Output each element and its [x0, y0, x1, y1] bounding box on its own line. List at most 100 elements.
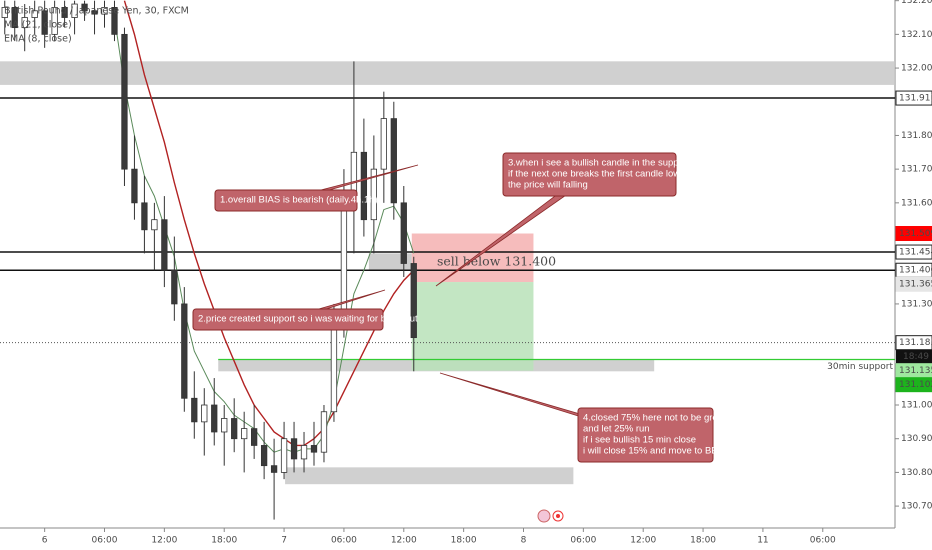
candle-body [201, 404, 208, 423]
price-badge [895, 90, 932, 106]
candle-body [21, 17, 28, 29]
candle-body [260, 445, 268, 467]
x-tick-label: 06:00 [92, 536, 118, 546]
candle-body [101, 7, 108, 15]
candle-body [231, 418, 238, 440]
x-tick-label: 18:00 [451, 536, 477, 546]
x-tick-label: 6 [42, 536, 48, 546]
candle-body [91, 10, 98, 15]
candle-body [61, 7, 68, 18]
price-badge-label: 131.400 [899, 266, 932, 276]
x-tick-label: 12:00 [630, 536, 656, 546]
price-badge-label: 131.365 [899, 280, 932, 290]
y-tick-label: 131.800 [901, 131, 932, 141]
x-tick-label: 12:00 [391, 536, 417, 546]
annotation-text: 1.overall BIAS is bearish (daily.4h.1h) [220, 195, 378, 206]
indicator-legend: MA (21, close) [4, 20, 72, 31]
event-icons [537, 509, 564, 523]
candle-body [320, 411, 328, 453]
annotation-box [502, 152, 677, 197]
price-badge [895, 377, 932, 393]
x-tick-label: 18:00 [211, 536, 237, 546]
countdown-label: 18:49 [903, 352, 929, 362]
y-tick-label: 130.700 [901, 502, 932, 512]
support-label: 30min support [827, 362, 893, 372]
plot-area: 30min support sell below 131.400 1.overall… [0, 0, 895, 520]
x-tick-label: 18:00 [690, 536, 716, 546]
candle-body [370, 168, 378, 221]
x-tick-label: 7 [281, 536, 287, 546]
price-badge [895, 226, 932, 242]
candle-body [241, 428, 248, 440]
price-badge-label: 131.509 [899, 229, 932, 239]
y-tick-label: 131.700 [901, 165, 932, 175]
indicator-legend: EMA (8, close) [4, 34, 72, 45]
x-tick-label: 06:00 [810, 536, 836, 546]
candle-body [81, 3, 88, 12]
candle-body [121, 33, 128, 170]
x-tick-label: 06:00 [331, 536, 357, 546]
candle-body [300, 445, 308, 460]
zone [285, 467, 574, 485]
zone [411, 233, 534, 283]
zone [411, 282, 534, 371]
annotation-box [214, 189, 358, 212]
price-badge [895, 276, 932, 292]
price-badge-label: 131.911 [899, 94, 932, 104]
annotation-text: and let 25% run [583, 424, 650, 435]
x-tick-label: 11 [757, 536, 768, 546]
candle-body [410, 263, 417, 339]
price-badge-label: 131.135 [899, 366, 932, 376]
indicator-line [123, 0, 415, 447]
candle-body [31, 10, 38, 18]
chart-title: British Pound / Japanese Yen, 30, FXCM [4, 6, 189, 17]
annotation-box [192, 308, 384, 331]
y-tick-label: 131.000 [901, 401, 932, 411]
price-badge-label: 131.185 [899, 338, 932, 348]
flag-icon [537, 509, 551, 523]
candle-body [71, 3, 78, 18]
annotation-text: 2.price created support so i was waiting… [198, 314, 418, 325]
y-tick-label: 131.600 [901, 198, 932, 208]
candle-body [51, 7, 58, 35]
zone [0, 61, 895, 85]
candle-body [251, 428, 258, 446]
annotation-box [577, 407, 714, 463]
candle-body [270, 465, 278, 473]
y-tick-label: 130.900 [901, 434, 932, 444]
candle-body [280, 438, 288, 473]
candle-body [400, 202, 407, 264]
annotation-text: 3.when i see a bullish candle in the sup… [508, 158, 690, 169]
y-tick-label: 131.300 [901, 299, 932, 309]
annotation-text: if i see bullish 15 min close [583, 435, 696, 446]
candle-body [211, 404, 218, 433]
annotation-text: if the next one breaks the first candle … [508, 169, 702, 180]
candle-body [290, 438, 298, 460]
y-tick-label: 132.200 [901, 0, 932, 6]
sell-label: sell below 131.400 [437, 254, 556, 269]
price-badge [895, 244, 932, 260]
candle-body [1, 7, 8, 18]
candle-body [360, 151, 368, 221]
x-tick-label: 8 [521, 536, 527, 546]
y-tick-label: 130.800 [901, 468, 932, 478]
candle-body [151, 219, 158, 231]
candle-body [111, 7, 118, 35]
candle-body [141, 202, 148, 231]
countdown-badge [896, 349, 932, 364]
candle-body [310, 445, 318, 453]
candle-body [380, 118, 387, 170]
price-badge-label: 131.102 [899, 380, 932, 390]
y-tick-label: 132.000 [901, 64, 932, 74]
candle-body [171, 269, 178, 305]
candle-body [390, 118, 397, 204]
price-badge-label: 131.454 [899, 248, 932, 258]
x-tick-label: 06:00 [570, 536, 596, 546]
y-tick-label: 132.100 [901, 30, 932, 40]
candle-body [131, 168, 138, 204]
annotation-text: i will close 15% and move to BE [583, 446, 718, 457]
flag-dot [556, 514, 560, 518]
annotation-text: the price will falling [508, 180, 588, 191]
candle-body [11, 7, 18, 29]
